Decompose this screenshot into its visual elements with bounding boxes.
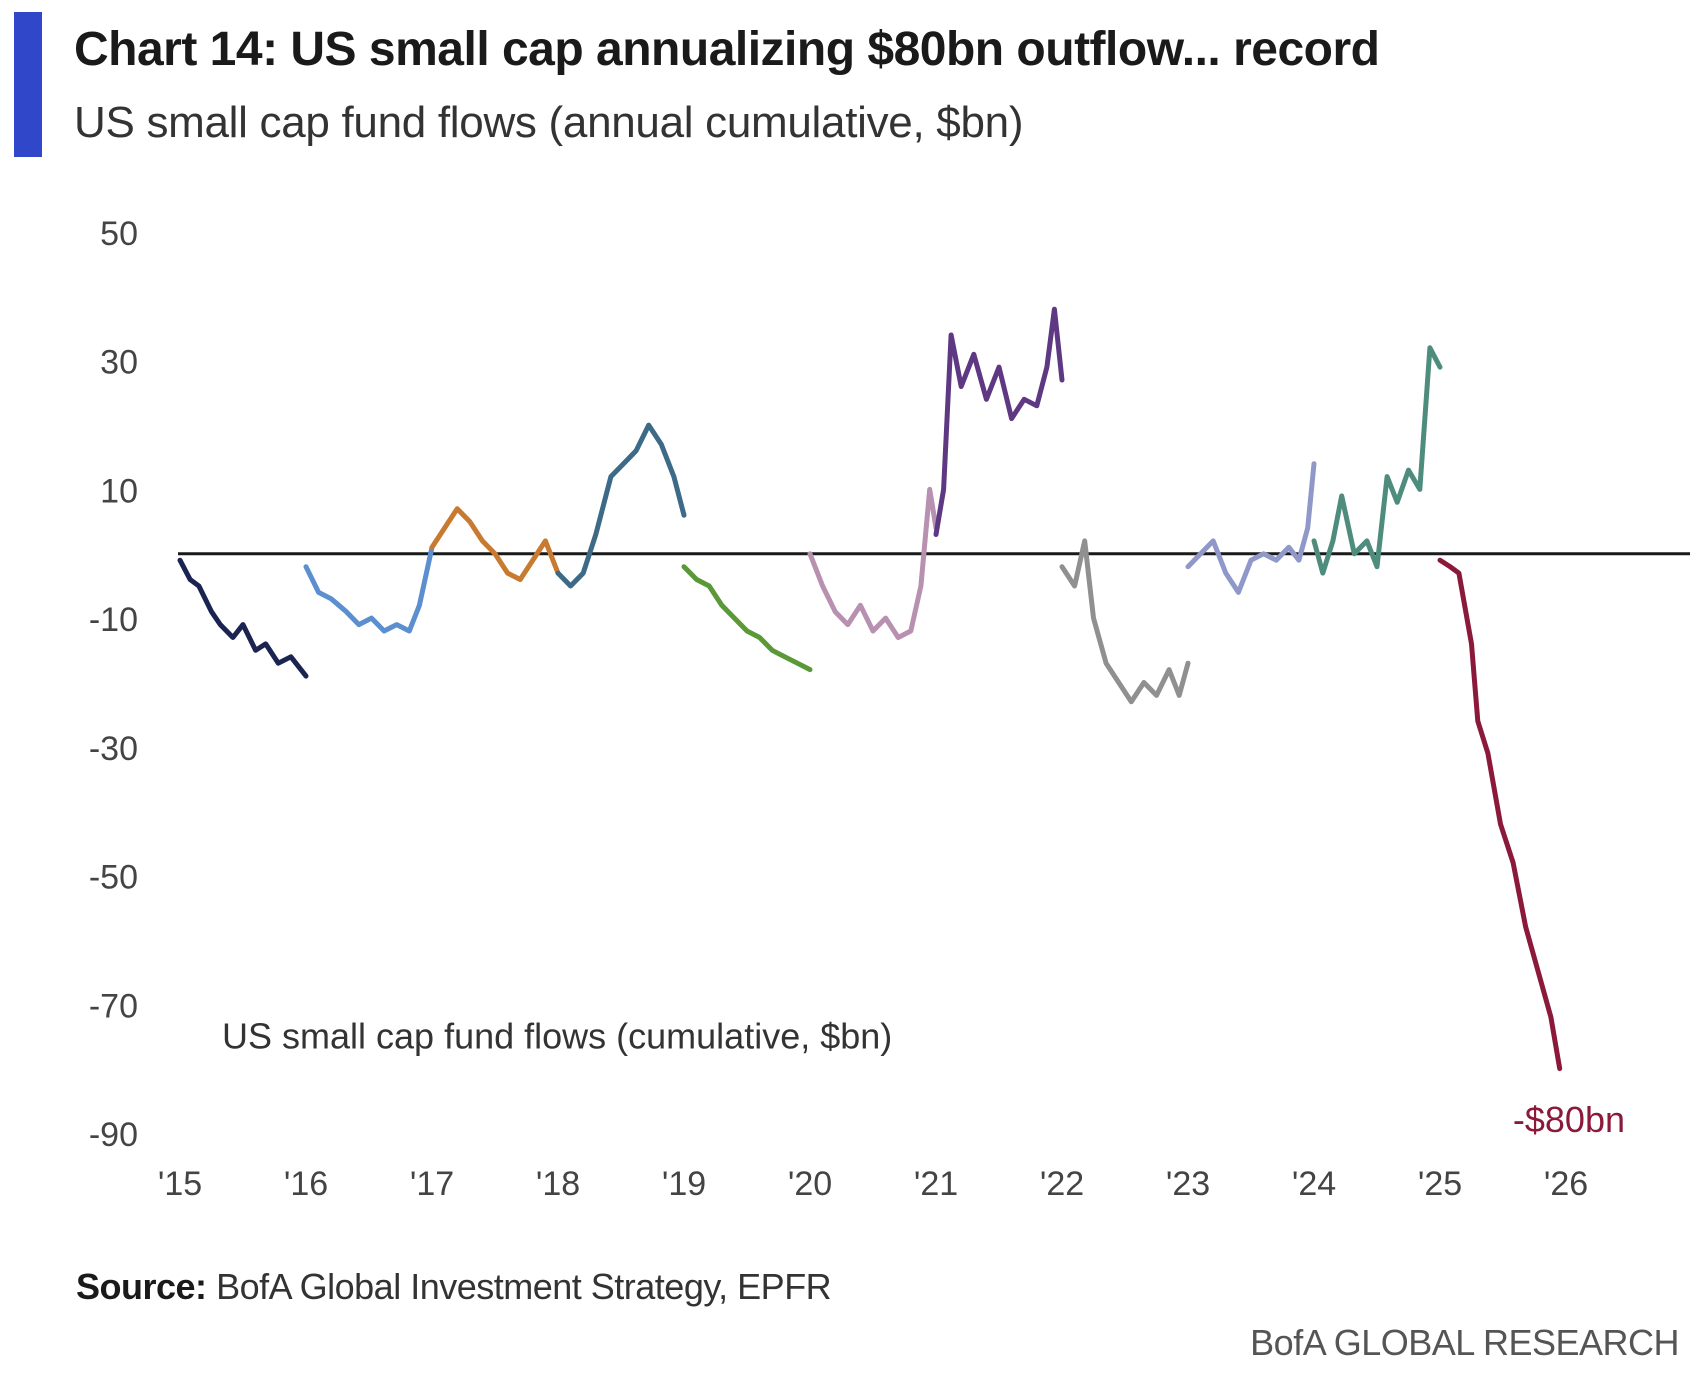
y-tick-label: -70 bbox=[89, 987, 138, 1025]
x-tick-label: '15 bbox=[158, 1165, 202, 1203]
series-line-2016 bbox=[303, 544, 435, 634]
series-line-2022 bbox=[1059, 538, 1191, 705]
chart-subtitle: US small cap fund flows (annual cumulati… bbox=[74, 98, 1024, 147]
x-tick-label: '26 bbox=[1544, 1165, 1588, 1203]
y-tick-label: 50 bbox=[100, 215, 138, 253]
series-lines bbox=[177, 306, 1563, 1072]
outflow-annotation: -$80bn bbox=[1513, 1099, 1625, 1140]
source-note: Source: BofA Global Investment Strategy,… bbox=[76, 1266, 832, 1308]
series-line-2019 bbox=[681, 564, 813, 673]
series-line-2023 bbox=[1185, 461, 1317, 595]
series-line-2018 bbox=[555, 422, 687, 589]
y-tick-label: 30 bbox=[100, 344, 138, 382]
x-tick-label: '17 bbox=[410, 1165, 454, 1203]
x-tick-label: '18 bbox=[536, 1165, 580, 1203]
line-chart: 50 30 10 -10 -30 -50 -70 -90 '15 '16 '17 '18 '19 '20… bbox=[89, 215, 1690, 1203]
series-line-2021 bbox=[933, 306, 1065, 537]
x-tick-label: '19 bbox=[662, 1165, 706, 1203]
x-tick-label: '21 bbox=[914, 1165, 958, 1203]
y-tick-label: -50 bbox=[89, 859, 138, 897]
x-tick-label: '23 bbox=[1166, 1165, 1210, 1203]
x-tick-label: '20 bbox=[788, 1165, 832, 1203]
source-label: Source: bbox=[76, 1266, 207, 1307]
y-axis-ticks: 50 30 10 -10 -30 -50 -70 -90 bbox=[89, 215, 138, 1154]
series-line-2015 bbox=[177, 557, 309, 679]
series-line-2020 bbox=[807, 486, 939, 640]
series-line-2024 bbox=[1311, 345, 1443, 576]
series-line-2017 bbox=[429, 506, 561, 582]
brand-footer: BofA GLOBAL RESEARCH bbox=[1250, 1322, 1679, 1363]
x-axis-ticks: '15 '16 '17 '18 '19 '20 '21 '22 '23 '24 '25 '26 bbox=[158, 1165, 1588, 1203]
source-text: BofA Global Investment Strategy, EPFR bbox=[216, 1266, 832, 1307]
y-tick-label: -90 bbox=[89, 1116, 138, 1154]
x-tick-label: '24 bbox=[1292, 1165, 1336, 1203]
y-tick-label: -10 bbox=[89, 601, 138, 639]
x-tick-label: '22 bbox=[1040, 1165, 1084, 1203]
accent-bar bbox=[14, 12, 42, 157]
y-tick-label: -30 bbox=[89, 730, 138, 768]
series-line-2025 bbox=[1437, 557, 1563, 1072]
chart-title: Chart 14: US small cap annualizing $80bn… bbox=[74, 23, 1380, 76]
x-tick-label: '25 bbox=[1418, 1165, 1462, 1203]
x-tick-label: '16 bbox=[284, 1165, 328, 1203]
inner-chart-label: US small cap fund flows (cumulative, $bn… bbox=[222, 1015, 892, 1056]
y-tick-label: 10 bbox=[100, 472, 138, 510]
